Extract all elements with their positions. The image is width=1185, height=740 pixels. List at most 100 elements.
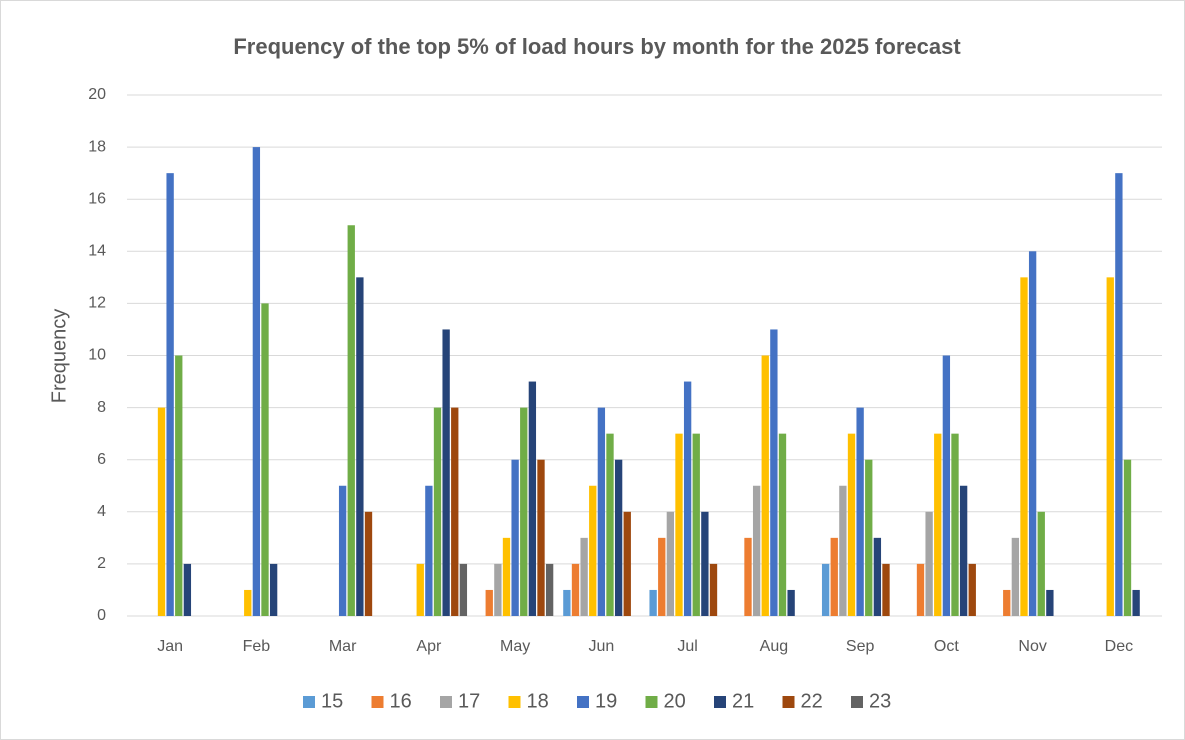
y-tick-label: 8 <box>97 399 106 416</box>
bar <box>252 147 261 616</box>
bar <box>537 459 545 616</box>
legend-swatch <box>303 696 315 708</box>
bar <box>770 329 778 616</box>
bar <box>666 511 675 616</box>
bar <box>675 433 683 616</box>
y-tick-label: 0 <box>97 607 106 624</box>
bar <box>589 485 597 616</box>
bar <box>528 381 537 616</box>
bar <box>580 537 588 616</box>
bar <box>563 589 571 616</box>
bar <box>459 563 468 616</box>
bar <box>244 589 252 616</box>
bar <box>442 329 450 616</box>
y-tick-label: 4 <box>97 503 106 520</box>
bar <box>269 563 278 616</box>
legend-swatch <box>645 696 658 708</box>
x-tick-label: Jun <box>588 638 614 655</box>
legend-label: 20 <box>664 690 686 712</box>
bar <box>1028 251 1037 617</box>
x-tick-label: Jan <box>157 638 183 655</box>
bar <box>485 589 493 616</box>
bar <box>882 563 890 616</box>
bar <box>683 381 692 616</box>
bar <box>1046 589 1054 616</box>
x-tick-label: May <box>500 638 530 655</box>
x-tick-label: Feb <box>243 638 271 655</box>
bar <box>433 407 442 616</box>
y-tick-label: 10 <box>88 347 106 364</box>
legend-swatch <box>371 696 384 708</box>
bar <box>1003 589 1011 616</box>
bar <box>649 589 657 616</box>
bar <box>1123 459 1132 616</box>
bar <box>606 433 614 616</box>
bar <box>451 407 459 616</box>
bar <box>752 485 761 616</box>
bar <box>614 459 623 616</box>
legend-swatch <box>782 696 795 708</box>
bar <box>692 433 700 616</box>
legend-label: 18 <box>527 690 549 712</box>
bar <box>623 511 631 616</box>
legend-label: 16 <box>390 690 412 712</box>
x-tick-label: Sep <box>846 638 875 655</box>
y-tick-label: 14 <box>88 243 106 260</box>
bar <box>494 563 502 616</box>
bar <box>157 407 166 616</box>
bar <box>597 407 606 616</box>
bar <box>821 563 830 616</box>
bar <box>1132 589 1140 616</box>
bar <box>356 277 364 616</box>
bar <box>709 563 718 616</box>
bar <box>1115 173 1123 616</box>
bar <box>968 563 976 616</box>
x-tick-label: Apr <box>416 638 442 655</box>
bar <box>416 563 424 616</box>
bar <box>865 459 873 616</box>
legend-swatch <box>508 696 521 708</box>
bar <box>839 485 847 616</box>
legend-swatch <box>714 696 726 708</box>
legend-label: 19 <box>595 690 617 712</box>
bar <box>916 563 925 616</box>
legend-label: 23 <box>869 690 891 712</box>
bar <box>744 537 752 616</box>
bar <box>847 433 856 616</box>
x-tick-label: Aug <box>760 638 788 655</box>
bar <box>545 563 554 616</box>
x-tick-label: Dec <box>1105 638 1133 655</box>
bar <box>166 173 174 616</box>
bar <box>183 563 192 616</box>
legend-swatch <box>440 696 452 708</box>
bar <box>261 303 269 616</box>
bar <box>511 459 519 616</box>
y-tick-label: 20 <box>88 86 106 103</box>
chart-title: Frequency of the top 5% of load hours by… <box>233 34 961 59</box>
bar <box>873 537 882 616</box>
y-tick-label: 6 <box>97 451 106 468</box>
bar <box>787 589 795 616</box>
bar <box>425 485 433 616</box>
legend-label: 15 <box>321 690 343 712</box>
legend-label: 17 <box>458 690 480 712</box>
legend-label: 21 <box>732 690 754 712</box>
y-tick-label: 18 <box>88 138 106 155</box>
bar <box>364 511 373 616</box>
bar <box>502 537 511 616</box>
legend-label: 22 <box>801 690 823 712</box>
x-tick-label: Nov <box>1018 638 1046 655</box>
bar <box>959 485 968 616</box>
bar <box>778 433 787 616</box>
bar <box>1020 277 1028 616</box>
bar <box>925 511 933 616</box>
bar <box>520 407 528 616</box>
bar <box>761 355 769 616</box>
bar <box>658 537 666 616</box>
x-tick-label: Jul <box>677 638 697 655</box>
bar <box>701 511 709 616</box>
bar <box>1037 511 1045 616</box>
y-tick-label: 2 <box>97 555 106 572</box>
